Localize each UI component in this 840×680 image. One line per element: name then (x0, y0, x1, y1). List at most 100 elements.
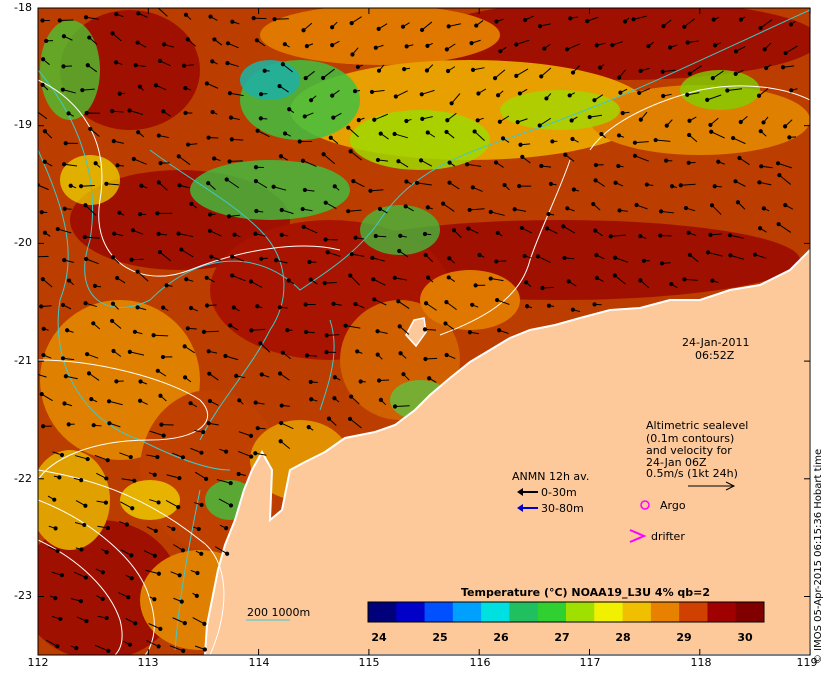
colorbar-tick: 30 (737, 631, 753, 644)
date-label: 24-Jan-2011 (682, 336, 750, 349)
velocity-arrowhead (286, 278, 291, 283)
velocity-arrowhead (352, 89, 358, 94)
velocity-arrowhead (514, 73, 519, 78)
colorbar-frame (367, 601, 765, 623)
velocity-arrowhead (328, 135, 333, 140)
velocity-arrowhead (331, 301, 336, 306)
velocity-arrowhead (83, 503, 88, 508)
velocity-arrowhead (302, 114, 307, 119)
colorbar-tick: 29 (676, 631, 692, 644)
x-tick: 116 (469, 656, 491, 669)
velocity-arrowhead (104, 615, 109, 621)
velocity-arrowhead (152, 472, 157, 477)
velocity-arrowhead (262, 68, 267, 73)
velocity-arrowhead (135, 269, 140, 274)
velocity-arrowhead (440, 201, 446, 206)
velocity-arrowhead (117, 91, 122, 96)
velocity-arrowhead (159, 422, 164, 427)
velocity-arrow (108, 400, 123, 406)
altimetry-line: (0.1m contours) (646, 432, 735, 445)
velocity-arrowhead (63, 374, 68, 379)
velocity-arrowhead (60, 302, 66, 308)
velocity-arrowhead (638, 278, 643, 283)
velocity-arrowhead (591, 201, 596, 207)
velocity-arrowhead (59, 573, 65, 578)
velocity-arrowhead (512, 207, 517, 212)
velocity-arrowhead (287, 107, 292, 112)
colorbar-title: Temperature (°C) NOAA19_L3U 4% qb=2 (461, 586, 711, 599)
velocity-arrowhead (392, 275, 397, 280)
velocity-arrow (537, 255, 551, 264)
velocity-arrow (614, 275, 626, 285)
x-tick: 113 (137, 656, 159, 669)
velocity-arrowhead (375, 352, 380, 357)
velocity-arrowhead (638, 68, 643, 73)
velocity-arrowhead (182, 621, 187, 626)
velocity-arrowhead (152, 553, 157, 558)
island (405, 317, 427, 348)
velocity-arrowhead (358, 379, 363, 384)
velocity-arrowhead (447, 256, 452, 261)
colorbar-tick: 25 (432, 631, 448, 644)
x-tick: 118 (690, 656, 712, 669)
velocity-arrow (467, 163, 482, 167)
x-tick: 117 (579, 656, 601, 669)
velocity-arrowhead (158, 626, 163, 631)
velocity-arrow (75, 455, 88, 460)
velocity-arrowhead (83, 15, 89, 20)
velocity-arrowhead (610, 43, 615, 48)
velocity-arrowhead (493, 160, 499, 165)
velocity-arrowhead (444, 352, 449, 358)
velocity-arrowhead (587, 114, 592, 120)
colorbar-segment (594, 602, 624, 622)
velocity-arrowhead (230, 19, 235, 24)
velocity-arrowhead (349, 252, 354, 257)
velocity-arrow (84, 236, 100, 239)
velocity-arrowhead (592, 302, 597, 307)
velocity-arrowhead (644, 182, 649, 187)
velocity-arrowhead (104, 550, 109, 555)
velocity-arrowhead (467, 330, 473, 335)
velocity-arrowhead (546, 211, 551, 217)
velocity-arrow (94, 454, 108, 461)
velocity-arrow (129, 110, 144, 115)
velocity-arrow (229, 92, 244, 97)
isobath-contours (38, 9, 810, 651)
velocity-arrowhead (350, 52, 355, 57)
velocity-arrowhead (495, 297, 500, 303)
velocity-arrowhead (58, 616, 63, 622)
velocity-arrowhead (60, 87, 65, 92)
velocity-arrowhead (303, 302, 308, 307)
velocity-arrowhead (686, 160, 691, 165)
velocity-arrowhead (39, 392, 44, 397)
velocity-arrow (62, 89, 76, 94)
velocity-arrowhead (401, 372, 406, 377)
velocity-arrowhead (83, 203, 88, 208)
velocity-arrow (711, 204, 722, 215)
velocity-arrow (347, 127, 359, 138)
velocity-arrowhead (208, 14, 213, 19)
velocity-arrowhead (682, 277, 687, 282)
velocity-arrowhead (39, 304, 44, 309)
velocity-arrowhead (783, 203, 788, 208)
velocity-arrowhead (332, 375, 337, 380)
y-tick: -23 (14, 589, 32, 602)
velocity-arrowhead (228, 480, 233, 486)
velocity-arrow (226, 179, 240, 189)
drifter-label: drifter (651, 530, 685, 543)
velocity-arrowhead (685, 92, 690, 97)
velocity-arrowhead (444, 129, 449, 135)
velocity-arrowhead (164, 283, 169, 288)
velocity-arrow (421, 21, 433, 31)
velocity-arrow (41, 393, 53, 402)
velocity-arrowhead (254, 208, 259, 214)
velocity-arrowhead (758, 129, 763, 134)
velocity-arrowhead (308, 277, 313, 282)
velocity-arrowhead (451, 228, 457, 233)
colorbar-segment (566, 602, 595, 622)
velocity-arrowhead (127, 108, 132, 113)
velocity-arrowhead (273, 258, 279, 263)
velocity-arrowhead (183, 86, 188, 91)
velocity-arrowhead (279, 420, 284, 426)
velocity-arrowhead (346, 125, 351, 130)
